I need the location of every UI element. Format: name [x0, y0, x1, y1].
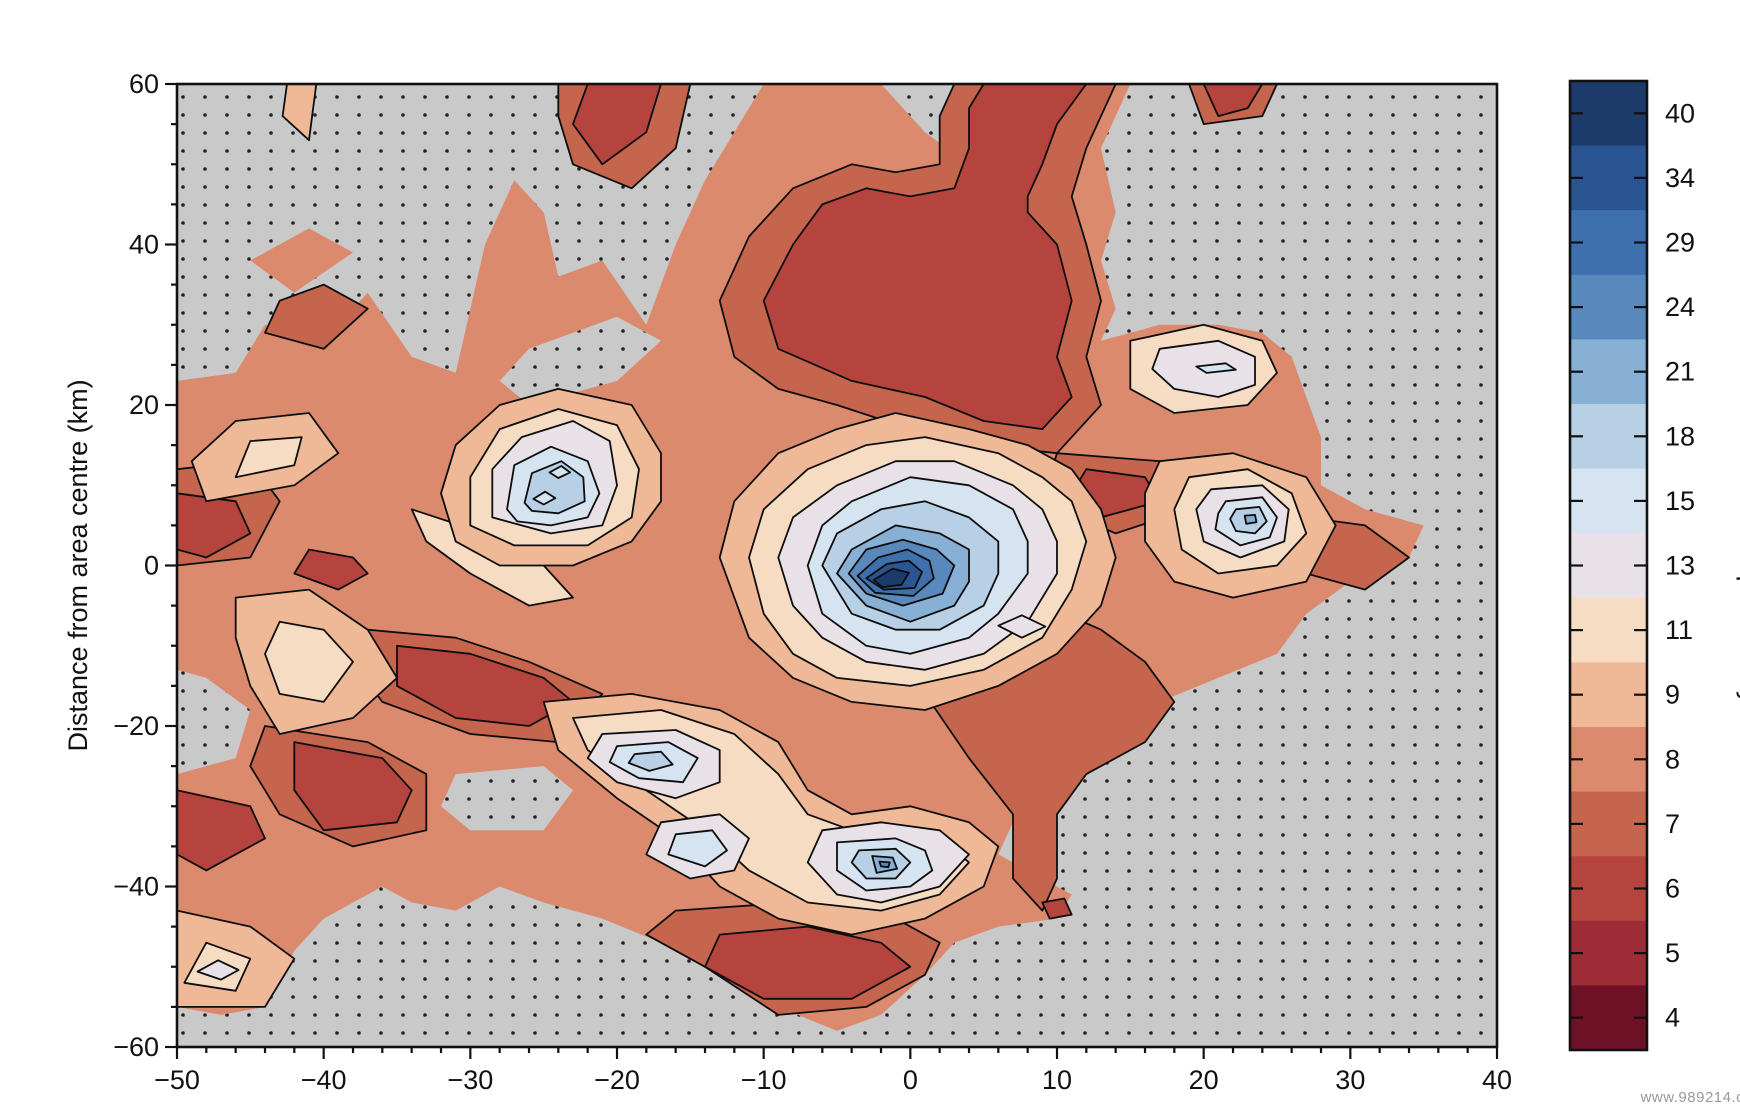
contour-region-gray-island-1 — [499, 316, 661, 405]
contour-region-gray-island-2 — [441, 766, 573, 831]
colorbar-tick-label: 24 — [1665, 292, 1695, 322]
colorbar: 40 34 29 24 21 18 15 13 11 9 8 7 6 5 4 Relative dielect… — [1568, 79, 1740, 1052]
y-tick-labels: −60 −40 −20 0 20 40 60 — [113, 69, 159, 1062]
colorbar-frame — [1568, 79, 1649, 1052]
x-tick-labels: −50 −40 −30 −20 −10 0 10 20 30 40 — [154, 1065, 1512, 1095]
contour-region-blob6-bottomleft — [293, 741, 413, 832]
colorbar-tick-label: 21 — [1665, 357, 1695, 387]
contour-region-south-blob2-15 — [667, 829, 728, 868]
contour-region-blob6-bottomcentre — [704, 925, 912, 1000]
svg-text:−60: −60 — [113, 1032, 159, 1062]
contour-figure: −50 −40 −30 −20 −10 0 10 20 30 40 −60 −40 −20 0 20 40 60… — [40, 16, 1740, 1112]
colorbar-tick-label: 13 — [1665, 551, 1695, 581]
colorbar-title: Relative dielectric permittivity — [1736, 356, 1740, 705]
contour-region-left-speck-15a — [548, 465, 571, 479]
svg-text:−30: −30 — [447, 1065, 493, 1095]
contour-region-patch7-nw — [264, 283, 369, 350]
colorbar-tick-label: 8 — [1665, 744, 1680, 774]
svg-text:20: 20 — [129, 390, 159, 420]
colorbar-tick-label: 4 — [1665, 1003, 1680, 1033]
contour-region-dot6-south — [1041, 897, 1073, 920]
svg-text:30: 30 — [1335, 1065, 1365, 1095]
contour-region-left-speck-15b — [532, 490, 557, 506]
contour-region-bullseye-24 — [878, 860, 891, 869]
contour-region-centre-diamond-13 — [997, 614, 1047, 639]
contour-regions — [177, 84, 1424, 1031]
colorbar-tick-label: 40 — [1665, 98, 1695, 128]
contour-region-south-blob1-18 — [627, 750, 674, 772]
svg-text:40: 40 — [1482, 1065, 1512, 1095]
svg-text:−20: −20 — [113, 711, 159, 741]
colorbar-tick-label: 9 — [1665, 680, 1680, 710]
contour-region-blob6-leftedge-low — [177, 789, 266, 872]
contour-region-ne-pale-sliver-15 — [1195, 362, 1237, 374]
colorbar-tick-label: 18 — [1665, 421, 1695, 451]
y-axis-title: Distance from area centre (km) — [63, 379, 93, 751]
svg-text:60: 60 — [129, 69, 159, 99]
contour-region-west-strip-11 — [264, 620, 354, 703]
svg-text:10: 10 — [1042, 1065, 1072, 1095]
svg-text:0: 0 — [144, 551, 159, 581]
svg-text:−40: −40 — [301, 1065, 347, 1095]
svg-text:−20: −20 — [594, 1065, 640, 1095]
watermark: www.989214.com — [1640, 1089, 1740, 1106]
svg-text:40: 40 — [129, 230, 159, 260]
colorbar-tick-label: 7 — [1665, 809, 1680, 839]
contour-region-blob6-left-small — [293, 548, 369, 591]
svg-text:−40: −40 — [113, 872, 159, 902]
contour-region-island-nw-1 — [250, 228, 353, 293]
contour-region-wedge6-topright — [1202, 84, 1264, 117]
contour-region-blob6-leftedge — [177, 492, 252, 559]
contour-region-right-core-21 — [1243, 513, 1258, 525]
colorbar-tick-label: 34 — [1665, 163, 1695, 193]
colorbar-tick-label: 15 — [1665, 486, 1695, 516]
svg-text:20: 20 — [1189, 1065, 1219, 1095]
x-axis — [175, 1047, 1499, 1059]
contour-region-sw-pale-13 — [196, 959, 240, 981]
svg-text:−50: −50 — [154, 1065, 200, 1095]
svg-text:−10: −10 — [741, 1065, 787, 1095]
svg-text:0: 0 — [903, 1065, 918, 1095]
contour-region-wedge6-topleft — [572, 84, 662, 166]
contour-plot-svg: −50 −40 −30 −20 −10 0 10 20 30 40 −60 −40 −20 0 20 40 60… — [63, 69, 1740, 1095]
contour-region-centre-core-40 — [872, 567, 910, 589]
y-axis — [165, 82, 177, 1049]
colorbar-tick-label: 6 — [1665, 874, 1680, 904]
contour-region-west-cream-11 — [234, 436, 303, 479]
colorbar-tick-label: 29 — [1665, 228, 1695, 258]
colorbar-tick-label: 11 — [1665, 615, 1693, 645]
contour-region-blob6-topcentre — [762, 84, 1088, 431]
contour-region-top-sliver — [281, 84, 318, 142]
colorbar-tick-label: 5 — [1665, 938, 1680, 968]
